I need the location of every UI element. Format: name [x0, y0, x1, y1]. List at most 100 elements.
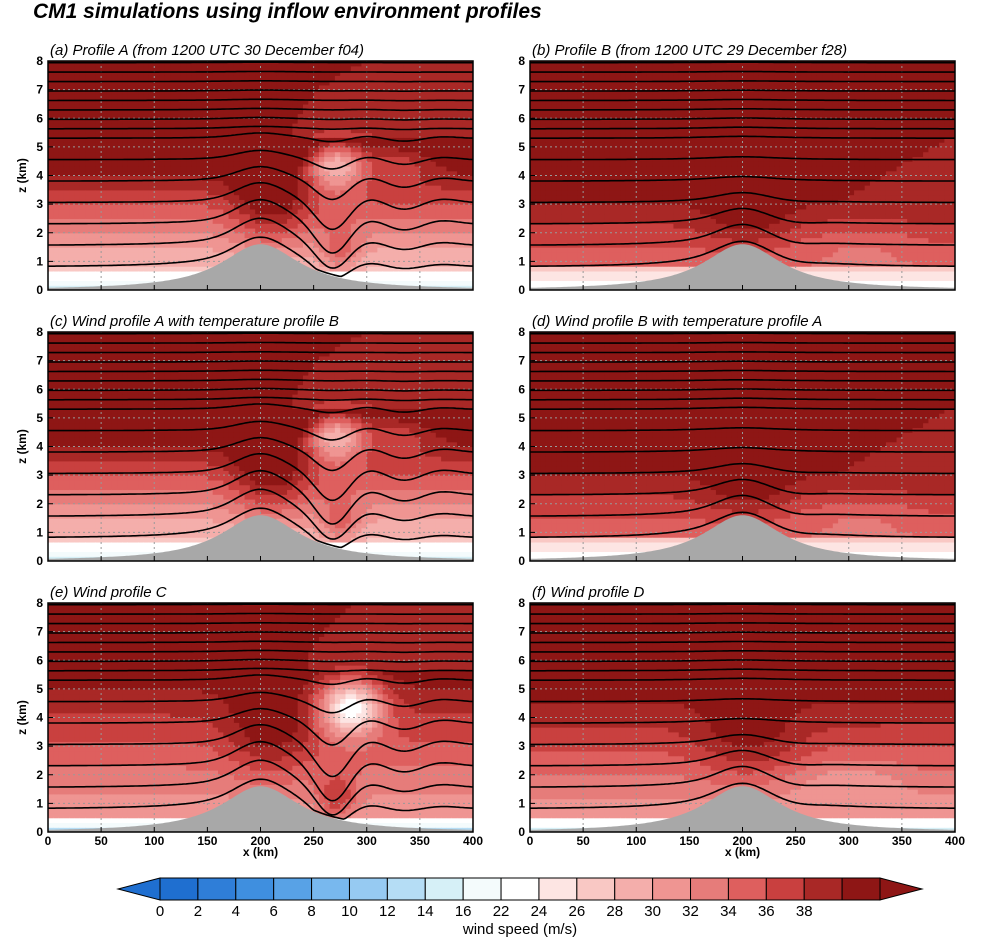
field-cell	[467, 275, 473, 282]
field-cell	[202, 118, 208, 124]
field-cell	[324, 151, 331, 158]
field-cell	[324, 189, 331, 196]
field-cell	[646, 146, 653, 153]
field-cell	[196, 251, 203, 258]
field-cell	[329, 108, 336, 115]
field-cell	[403, 261, 410, 267]
field-cell	[435, 61, 442, 67]
field-cell	[48, 223, 54, 229]
field-cell	[551, 118, 558, 124]
field-cell	[228, 94, 235, 100]
field-cell	[615, 165, 621, 172]
field-cell	[377, 280, 384, 286]
field-cell	[133, 251, 139, 258]
field-cell	[249, 61, 256, 67]
field-cell	[297, 146, 304, 153]
field-cell	[159, 223, 166, 229]
field-cell	[356, 208, 363, 215]
field-cell	[403, 99, 410, 105]
field-cell	[281, 123, 288, 129]
field-cell	[202, 108, 208, 115]
field-cell	[425, 185, 432, 191]
field-cell	[403, 199, 410, 205]
field-cell	[636, 84, 643, 91]
field-cell	[430, 227, 437, 234]
field-cell	[604, 208, 611, 215]
field-cell	[276, 213, 283, 220]
field-cell	[63, 84, 70, 91]
field-cell	[85, 175, 92, 181]
field-cell	[79, 99, 86, 105]
field-cell	[223, 65, 230, 72]
field-cell	[636, 256, 643, 262]
field-cell	[409, 185, 416, 191]
field-cell	[308, 156, 315, 162]
field-cell	[446, 65, 453, 72]
field-cell	[530, 189, 536, 196]
field-cell	[556, 251, 563, 258]
field-cell	[53, 146, 60, 153]
field-cell	[577, 237, 584, 243]
field-cell	[350, 161, 357, 167]
field-cell	[419, 270, 426, 277]
field-cell	[451, 108, 458, 115]
field-cell	[345, 127, 352, 134]
field-cell	[324, 199, 331, 205]
field-cell	[630, 127, 637, 134]
field-cell	[318, 232, 325, 239]
field-cell	[593, 194, 600, 200]
field-cell	[329, 175, 336, 181]
field-cell	[345, 185, 352, 191]
field-cell	[403, 165, 410, 172]
field-cell	[403, 280, 410, 286]
field-cell	[545, 61, 552, 67]
field-cell	[95, 89, 102, 95]
field-cell	[441, 137, 448, 143]
field-cell	[372, 232, 378, 239]
field-cell	[462, 256, 469, 262]
field-cell	[588, 170, 595, 177]
field-cell	[583, 251, 590, 258]
field-cell	[249, 223, 256, 229]
field-cell	[583, 84, 590, 91]
field-cell	[239, 156, 246, 162]
field-cell	[556, 132, 563, 138]
field-cell	[641, 70, 648, 76]
field-cell	[588, 247, 595, 253]
field-cell	[95, 142, 102, 148]
field-cell	[615, 146, 621, 153]
field-cell	[572, 218, 579, 224]
field-cell	[356, 247, 363, 253]
field-cell	[255, 170, 262, 177]
field-cell	[276, 94, 283, 100]
field-cell	[530, 280, 536, 286]
field-cell	[58, 270, 65, 277]
field-cell	[382, 237, 389, 243]
field-cell	[540, 146, 547, 153]
field-cell	[138, 151, 145, 158]
field-cell	[462, 132, 469, 138]
field-cell	[292, 156, 299, 162]
field-cell	[583, 270, 590, 277]
field-cell	[48, 89, 54, 95]
field-cell	[599, 180, 605, 186]
field-cell	[244, 194, 251, 200]
field-cell	[170, 251, 177, 258]
field-cell	[372, 175, 378, 181]
field-cell	[329, 61, 336, 67]
field-cell	[228, 103, 235, 110]
field-cell	[446, 84, 453, 91]
field-cell	[122, 194, 129, 200]
field-cell	[599, 185, 605, 191]
field-cell	[457, 84, 463, 91]
field-cell	[551, 127, 558, 134]
field-cell	[186, 208, 193, 215]
field-cell	[101, 127, 108, 134]
field-cell	[95, 118, 102, 124]
field-cell	[111, 251, 118, 258]
field-cell	[561, 127, 568, 134]
field-cell	[561, 99, 568, 105]
field-cell	[127, 84, 134, 91]
field-cell	[377, 94, 384, 100]
field-cell	[430, 213, 437, 220]
